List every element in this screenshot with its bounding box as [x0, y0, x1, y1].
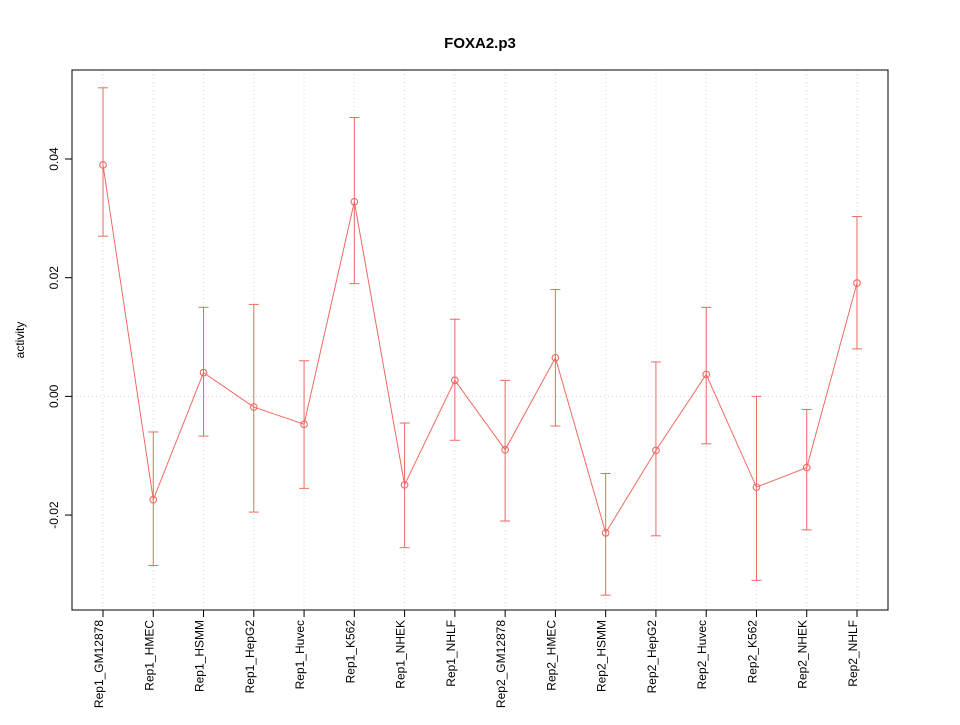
y-axis: -0.02 0.00 0.02 0.04: [47, 147, 72, 529]
data-point: [601, 529, 610, 537]
data-point: [400, 480, 409, 489]
error-bars: [98, 87, 862, 596]
x-tick-label: Rep2_HepG2: [645, 620, 659, 694]
x-tick-label: Rep1_GM12878: [92, 620, 106, 708]
data-line: [102, 164, 858, 535]
x-tick-label: Rep2_GM12878: [494, 620, 508, 708]
x-tick-label: Rep1_HSMM: [193, 620, 207, 692]
y-tick-label: 0.02: [47, 266, 61, 290]
x-tick-label: Rep1_HMEC: [142, 620, 156, 691]
x-tick-label: Rep1_NHLF: [444, 620, 458, 687]
x-tick-label: Rep1_HepG2: [243, 620, 257, 694]
data-point: [702, 370, 711, 379]
x-tick-label: Rep2_NHLF: [846, 620, 860, 687]
data-point: [350, 197, 359, 206]
data-point: [300, 420, 308, 429]
x-tick-label: Rep2_HSMM: [595, 620, 609, 692]
data-point: [752, 483, 761, 492]
data-point: [802, 463, 811, 472]
data-point: [451, 376, 459, 385]
plot-border: [71, 69, 889, 611]
x-tick-label: Rep2_HMEC: [544, 620, 558, 691]
x-axis: Rep1_GM12878 Rep1_HMEC Rep1_HSMM Rep1_HepG2…: [92, 610, 860, 708]
x-tick-label: Rep2_NHEK: [796, 620, 810, 689]
data-point: [249, 403, 258, 411]
y-tick-label: 0.00: [47, 384, 61, 408]
x-tick-label: Rep2_K562: [745, 620, 759, 684]
data-points: [99, 161, 861, 537]
x-tick-label: Rep1_Huvec: [293, 620, 307, 689]
y-tick-label: 0.04: [47, 147, 61, 171]
data-point: [199, 368, 208, 377]
x-tick-label: Rep2_Huvec: [695, 620, 709, 689]
data-point: [652, 446, 660, 455]
gridlines: [72, 70, 888, 610]
data-point: [853, 279, 861, 287]
chart-title: FOXA2.p3: [444, 35, 516, 52]
data-point: [149, 495, 158, 504]
y-axis-label: activity: [13, 322, 27, 359]
x-tick-label: Rep1_NHEK: [394, 620, 408, 689]
y-tick-label: -0.02: [47, 501, 61, 529]
x-tick-label: Rep1_K562: [343, 620, 357, 684]
data-point: [551, 353, 560, 362]
data-point: [99, 161, 107, 169]
data-point: [501, 445, 509, 454]
